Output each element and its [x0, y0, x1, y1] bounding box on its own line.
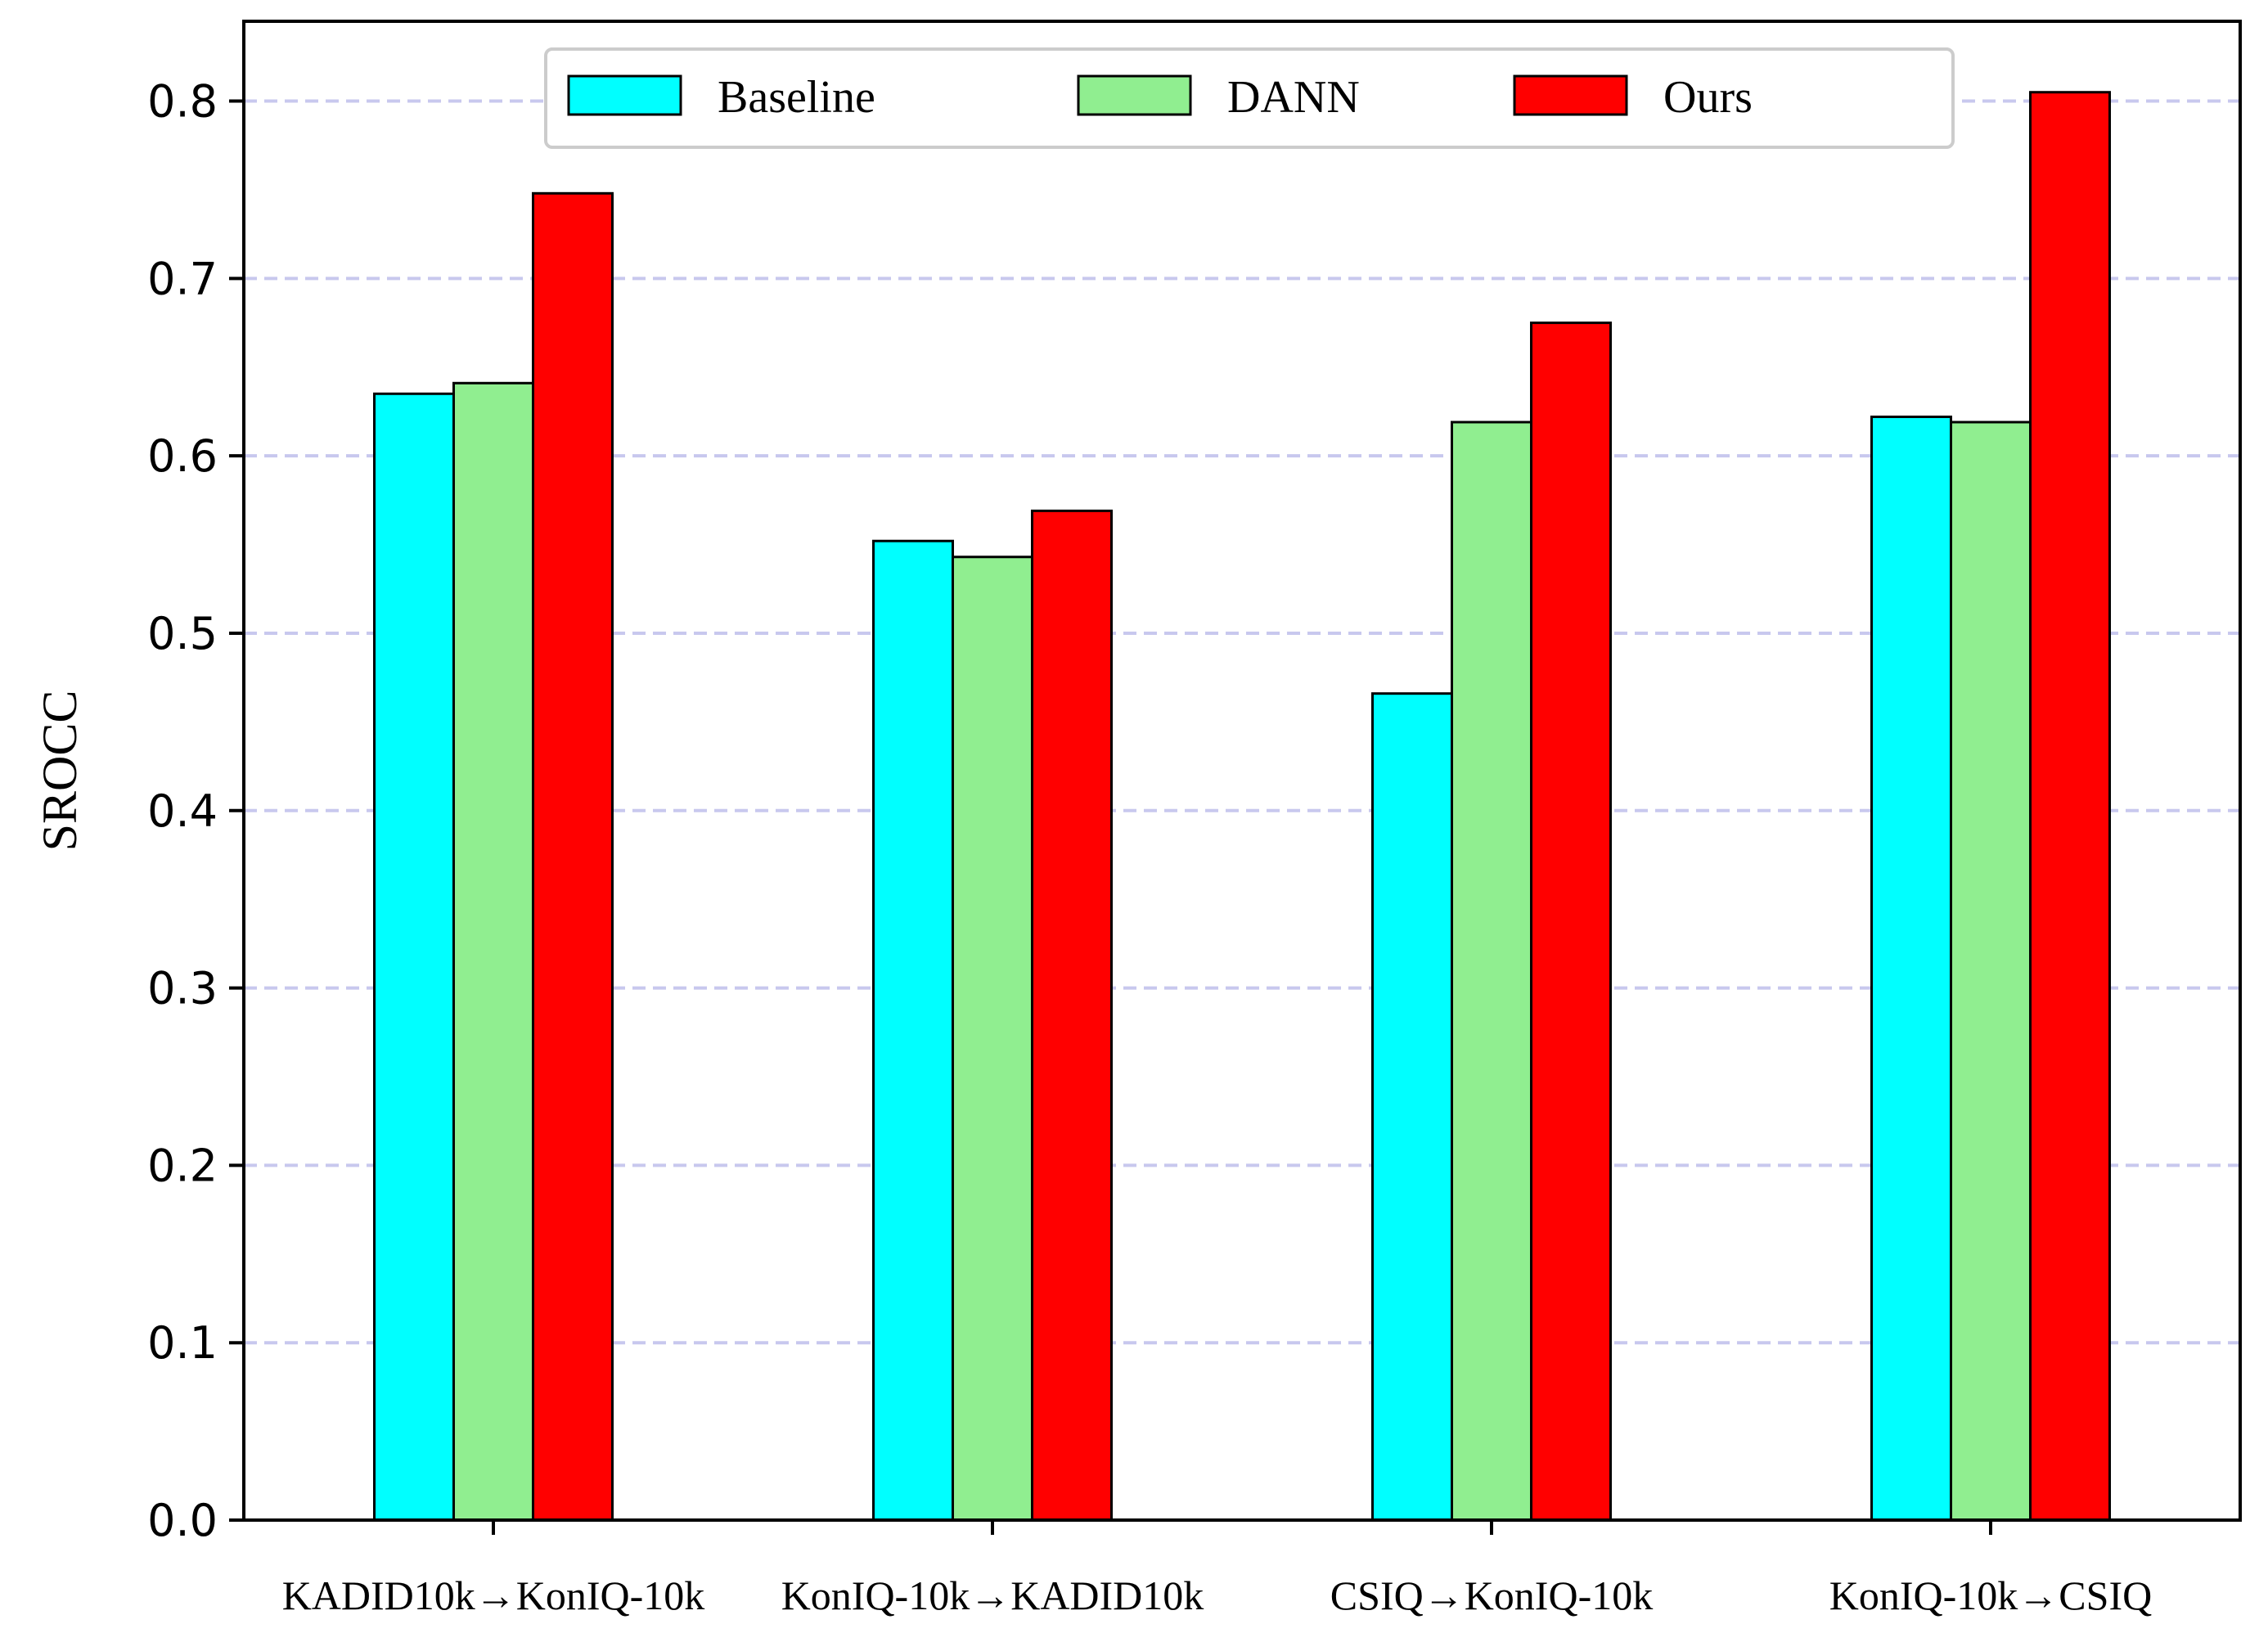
y-tick-label: 0.1	[147, 1317, 218, 1369]
legend-swatch	[1513, 74, 1628, 116]
bar	[872, 539, 954, 1522]
bar	[1950, 421, 2032, 1522]
y-tick-label: 0.0	[147, 1495, 218, 1546]
y-tick-label: 0.3	[147, 963, 218, 1014]
plot-frame	[242, 20, 2242, 1522]
bar	[1870, 415, 1952, 1522]
legend-box	[544, 47, 1955, 149]
y-tick-label: 0.2	[147, 1140, 218, 1191]
y-tick-label: 0.7	[147, 253, 218, 304]
legend-label: Baseline	[718, 72, 875, 123]
y-tick-label: 0.5	[147, 608, 218, 659]
legend: Baseline DANN Ours	[544, 47, 1955, 149]
bar	[1451, 421, 1532, 1522]
bar	[952, 556, 1033, 1522]
legend-swatch	[567, 74, 682, 116]
bar	[532, 191, 614, 1522]
x-tick-label: KonIQ-10k→CSIQ	[1829, 1572, 2152, 1618]
legend-label: DANN	[1227, 72, 1360, 123]
bar	[1371, 692, 1453, 1522]
bar	[2029, 91, 2111, 1522]
x-axis: KADID10k→KonIQ-10k KonIQ-10k→KADID10k CSIQ…	[282, 1520, 2152, 1618]
legend-label: Ours	[1663, 72, 1753, 123]
x-tick-label: KADID10k→KonIQ-10k	[282, 1572, 705, 1618]
y-tick-label: 0.8	[147, 76, 218, 128]
bar	[452, 381, 534, 1522]
y-axis: 0.0 0.1 0.2 0.3 0.4 0.5 0.6 0.7 0.8	[147, 76, 244, 1546]
x-tick-label: KonIQ-10k→KADID10k	[781, 1572, 1204, 1618]
y-axis-label: SROCC	[33, 691, 87, 852]
legend-swatch	[1077, 74, 1192, 116]
y-tick-label: 0.4	[147, 785, 218, 837]
bar	[373, 392, 455, 1522]
bar	[1031, 509, 1113, 1522]
y-tick-label: 0.6	[147, 430, 218, 482]
bars	[373, 91, 2111, 1522]
x-tick-label: CSIQ→KonIQ-10k	[1330, 1572, 1653, 1618]
bar	[1530, 322, 1612, 1522]
